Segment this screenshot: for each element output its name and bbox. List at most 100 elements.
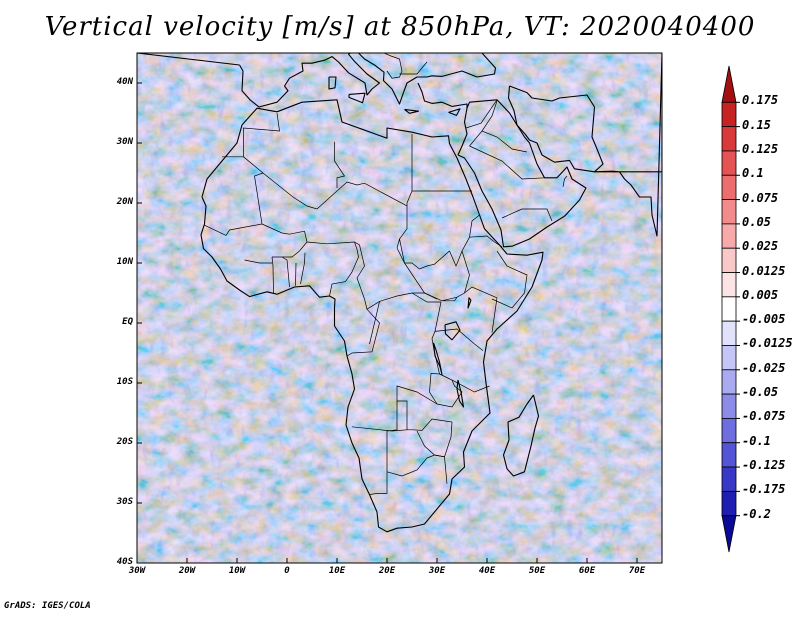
border-line — [271, 256, 274, 294]
coastline-sardinia — [328, 76, 337, 90]
coastline-cyprus — [448, 108, 461, 116]
country-borders — [204, 53, 568, 495]
colorbar-label: -0.075 — [742, 409, 786, 424]
border-line — [491, 250, 528, 309]
colorbar-segment — [721, 345, 737, 371]
colorbar-segment — [721, 296, 737, 322]
coastline-sicily — [348, 92, 366, 104]
border-line — [261, 223, 305, 235]
colorbar-segment — [721, 490, 737, 517]
lon-label: 10E — [328, 566, 346, 576]
coastline-europeS — [137, 53, 662, 108]
lat-label: 40N — [116, 77, 133, 87]
border-line — [406, 134, 413, 206]
lat-label: 30N — [116, 137, 133, 147]
colorbar-label: 0.005 — [742, 287, 779, 302]
border-line — [562, 175, 568, 187]
colorbar-label: 0.125 — [742, 141, 779, 156]
lat-label: 20S — [116, 437, 133, 447]
coastline-crete — [404, 108, 420, 114]
colorbar-label: 0.175 — [742, 93, 779, 108]
map-title: Vertical velocity [m/s] at 850hPa, VT: 2… — [44, 12, 756, 42]
lon-label: 70E — [628, 566, 646, 576]
lake — [444, 321, 461, 341]
coastline-africa — [200, 99, 544, 533]
grads-credit: GrADS: IGES/COLA — [4, 601, 91, 611]
border-line — [412, 418, 453, 458]
coastline-arabia — [457, 99, 587, 248]
lat-label: 10N — [116, 257, 133, 267]
coastline-india — [594, 53, 662, 237]
border-line — [334, 141, 346, 188]
border-line — [404, 262, 438, 300]
border-line — [436, 373, 463, 408]
colorbar-segment — [721, 466, 737, 492]
colorbar-segment — [721, 320, 737, 346]
lon-label: 30W — [128, 566, 146, 576]
border-line — [442, 297, 458, 302]
colorbar — [721, 65, 740, 553]
border-line — [461, 250, 470, 294]
border-line — [434, 328, 484, 351]
colorbar-segment — [721, 174, 737, 200]
coastline-srilanka — [686, 264, 696, 287]
lat-label: EQ — [122, 317, 133, 327]
border-line — [481, 100, 498, 132]
coastline-iran — [507, 85, 604, 173]
colorbar-segment — [721, 150, 737, 176]
colorbar-label: -0.125 — [742, 458, 786, 473]
colorbar-segment — [721, 272, 737, 298]
border-line — [272, 241, 308, 258]
lat-label: 10S — [116, 377, 133, 387]
lon-label: 30E — [428, 566, 446, 576]
colorbar-label: -0.2 — [742, 506, 771, 521]
coastline-madagascar — [502, 394, 540, 477]
colorbar-segment — [721, 65, 737, 103]
border-line — [396, 292, 442, 431]
border-line — [351, 426, 408, 432]
border-line — [469, 145, 545, 180]
colorbar-label: 0.0125 — [742, 263, 786, 278]
lake — [467, 297, 472, 309]
colorbar-label: 0.075 — [742, 190, 779, 205]
lon-label: 60E — [578, 566, 596, 576]
colorbar-segment — [721, 442, 737, 468]
colorbar-label: -0.1 — [742, 433, 771, 448]
axis-ticks — [136, 82, 638, 564]
colorbar-segment — [721, 199, 737, 225]
border-line — [329, 241, 359, 297]
border-line — [369, 401, 398, 495]
lake — [456, 379, 465, 408]
velocity-field — [137, 53, 662, 563]
colorbar-segment — [721, 223, 737, 249]
lon-label: 50E — [528, 566, 546, 576]
border-line — [369, 301, 380, 345]
border-line — [469, 235, 503, 248]
lat-label: 30S — [116, 497, 133, 507]
lon-label: 40E — [478, 566, 496, 576]
colorbar-label: -0.0125 — [742, 336, 793, 351]
border-line — [243, 112, 280, 157]
colorbar-segment — [721, 101, 737, 128]
colorbar-label: 0.1 — [742, 166, 764, 181]
colorbar-segment — [721, 393, 737, 419]
border-line — [469, 130, 528, 153]
lake — [432, 342, 443, 376]
coastline-turkeyS — [417, 82, 468, 109]
colorbar-label: 0.025 — [742, 239, 779, 254]
border-line — [399, 61, 428, 75]
lon-label: 20W — [178, 566, 196, 576]
colorbar-segment — [721, 418, 737, 444]
border-line — [501, 208, 553, 222]
lon-label: 20E — [378, 566, 396, 576]
colorbar-segment — [721, 369, 737, 395]
colorbar-label: 0.15 — [742, 117, 771, 132]
colorbar-label: -0.05 — [742, 385, 779, 400]
border-line — [281, 256, 290, 288]
colorbar-label: -0.025 — [742, 360, 786, 375]
colorbar-label: -0.005 — [742, 312, 786, 327]
lon-label: 0 — [284, 566, 290, 576]
colorbar-segment — [721, 247, 737, 273]
lat-label: 20N — [116, 197, 133, 207]
